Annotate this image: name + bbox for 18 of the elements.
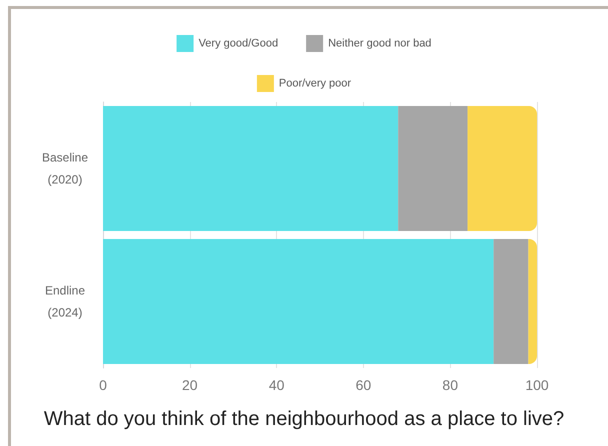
x-tick-label: 40: [268, 377, 285, 393]
y-tick-label: Endline (2024): [44, 284, 86, 320]
bar: [103, 238, 494, 364]
x-tick-label: 80: [442, 377, 458, 393]
bar: [528, 238, 537, 364]
x-tick-label: 60: [356, 377, 372, 393]
x-tick-label: 100: [525, 377, 549, 393]
bar: [398, 106, 468, 232]
legend-label: Very good/Good: [198, 38, 278, 50]
x-tick-label: 0: [99, 377, 108, 393]
bar: [103, 106, 398, 232]
x-tick-label: 20: [182, 377, 198, 393]
legend-label: Neither good nor bad: [328, 38, 432, 50]
y-tick-label: Baseline (2020): [42, 150, 88, 186]
legend-label: Poor/very poor: [278, 78, 352, 90]
bar: [468, 106, 537, 232]
text: What do you think of the neighbourhood as a place to live?: [44, 408, 564, 430]
bar: [494, 238, 528, 364]
